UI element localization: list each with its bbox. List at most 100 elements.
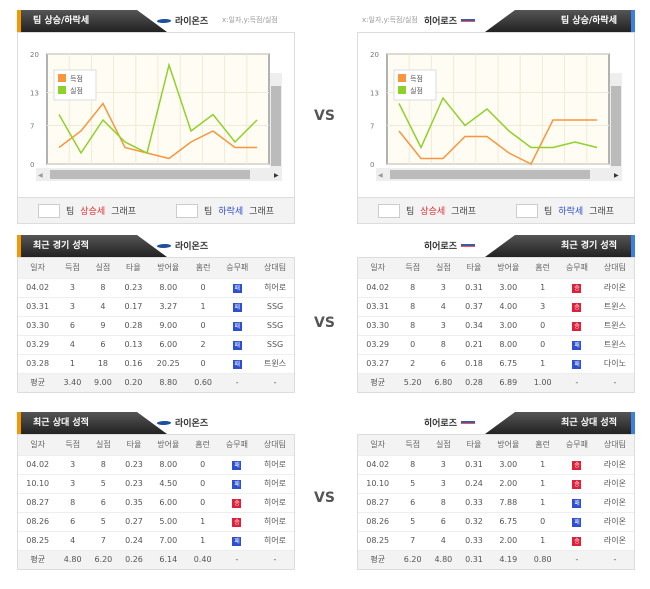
y-tick-label: 7 xyxy=(370,123,374,131)
cell: 8 xyxy=(57,492,89,512)
cell: 03.31 xyxy=(18,296,58,316)
column-header: 홈런 xyxy=(527,435,558,455)
cell: 0.13 xyxy=(118,334,149,354)
cell: 3 xyxy=(527,296,558,316)
cell: 6 xyxy=(87,334,119,354)
cell: - xyxy=(218,372,257,392)
cell: 히어로 xyxy=(255,473,294,493)
cell: 2 xyxy=(397,353,429,373)
result-badge: 패 xyxy=(232,340,242,350)
column-header: 실점 xyxy=(88,435,119,455)
legend-swatch xyxy=(398,86,406,94)
cell: 04.02 xyxy=(18,454,58,474)
column-header: 실점 xyxy=(428,435,459,455)
cell: 03.27 xyxy=(358,353,398,373)
cell: 3 xyxy=(57,277,88,297)
recent-section: 최근 경기 성적 히어로즈 일자 득점 실점 타율 방어율 홈런 승무패 상대팀 04.02 8 3 0… xyxy=(357,235,635,393)
scroll-thumb[interactable] xyxy=(271,86,281,166)
recent-table: 일자 득점 실점 타율 방어율 홈런 승무패 상대팀 04.02 8 3 0.31 3.00 1 승 라이온 0… xyxy=(358,258,634,392)
column-header: 일자 xyxy=(358,258,398,278)
table-row: 08.26 5 6 0.32 6.75 0 패 라이온 xyxy=(358,511,634,531)
cell: 다이노 xyxy=(595,353,634,373)
cell: 히어로 xyxy=(255,511,294,531)
label: 상승세 xyxy=(420,207,446,217)
trend-graph-icon xyxy=(516,203,539,218)
cell: 3 xyxy=(428,473,459,493)
h2h-table: 일자 득점 실점 타율 방어율 홈런 승무패 상대팀 04.02 3 8 0.23 8.00 0 패 히어로 1… xyxy=(18,435,294,569)
column-header: 실점 xyxy=(428,258,459,278)
cell: 6.75 xyxy=(489,353,528,373)
result-badge: 승 xyxy=(572,479,582,489)
cell: 3 xyxy=(428,454,459,474)
scroll-right-icon[interactable]: ▶ xyxy=(274,172,279,179)
cell: 0 xyxy=(527,334,558,354)
trend-tab[interactable]: 팀 상승/하락세 xyxy=(485,10,635,32)
cell: 0.33 xyxy=(458,492,490,512)
scroll-thumb[interactable] xyxy=(611,86,621,166)
cell: 0.26 xyxy=(118,549,150,569)
cell: 0.60 xyxy=(187,372,219,392)
cell: 6.89 xyxy=(489,372,528,392)
cell: 08.27 xyxy=(18,492,58,512)
cell: 평균 xyxy=(358,549,398,569)
cell: 0.35 xyxy=(118,492,150,512)
result-cell: 승 xyxy=(557,530,596,550)
cell: 6 xyxy=(57,511,89,531)
scroll-left-icon[interactable]: ◀ xyxy=(38,172,43,179)
scroll-right-icon[interactable]: ▶ xyxy=(614,172,619,179)
cell: 0 xyxy=(187,315,219,335)
result-badge: 패 xyxy=(232,479,242,489)
table-row: 03.27 2 6 0.18 6.75 1 패 다이노 xyxy=(358,353,634,373)
legend-label: 실점 xyxy=(70,86,83,95)
result-badge: 패 xyxy=(572,498,582,508)
result-cell: 승 xyxy=(557,277,596,297)
cell: 8 xyxy=(88,454,119,474)
series-line-allowed xyxy=(398,96,598,150)
cell: 4.00 xyxy=(489,296,528,316)
cell: 7 xyxy=(88,530,119,550)
h2h-section: 최근 상대 성적 히어로즈 일자 득점 실점 타율 방어율 홈런 승무패 상대팀 04.02 8 3 0… xyxy=(357,412,635,570)
recent-tab[interactable]: 최근 경기 성적 xyxy=(17,235,167,257)
h2h-tab[interactable]: 최근 상대 성적 xyxy=(485,412,635,434)
team-label: 라이온즈 xyxy=(175,17,209,27)
cell: 5.00 xyxy=(149,511,188,531)
result-badge: 패 xyxy=(232,359,242,369)
fall-graph-button[interactable]: 팀 하락세 그래프 xyxy=(516,203,614,218)
column-header: 타율 xyxy=(458,258,490,278)
cell: 08.25 xyxy=(358,530,398,550)
scroll-thumb[interactable] xyxy=(390,170,590,179)
scroll-left-icon[interactable]: ◀ xyxy=(378,172,383,179)
cell: 7 xyxy=(397,530,429,550)
cell: - xyxy=(255,549,294,569)
fall-graph-button[interactable]: 팀 하락세 그래프 xyxy=(176,203,274,218)
h2h-tab[interactable]: 최근 상대 성적 xyxy=(17,412,167,434)
trend-section: 팀 상승/하락세 라이온즈 x:일자,y:득점/실점 20 13 7 0 득점 실점 ◀ ▶ … xyxy=(17,10,295,224)
column-header: 타율 xyxy=(458,435,490,455)
y-tick-label: 13 xyxy=(30,90,39,98)
cell: 8 xyxy=(397,277,429,297)
cell: SSG xyxy=(256,334,294,354)
result-cell: 패 xyxy=(217,454,256,474)
recent-tab[interactable]: 최근 경기 성적 xyxy=(485,235,635,257)
rise-graph-button[interactable]: 팀 상승세 그래프 xyxy=(378,203,476,218)
result-badge: 패 xyxy=(232,321,242,331)
table-row: 10.10 3 5 0.23 4.50 0 패 히어로 xyxy=(18,473,294,493)
cell: 04.02 xyxy=(358,454,398,474)
cell: 4 xyxy=(428,530,459,550)
result-cell: 패 xyxy=(218,277,257,297)
trend-chart-panel: 20 13 7 0 득점 실점 ◀ ▶ 팀 상승세 그래프 팀 하락세 그래프 xyxy=(357,32,635,224)
cell: 라이온 xyxy=(595,473,634,493)
column-header: 타율 xyxy=(118,258,149,278)
cell: 히어로 xyxy=(255,492,294,512)
rise-graph-button[interactable]: 팀 상승세 그래프 xyxy=(38,203,136,218)
table-row: 08.25 4 7 0.24 7.00 1 패 히어로 xyxy=(18,530,294,550)
table-row: 03.29 4 6 0.13 6.00 2 패 SSG xyxy=(18,334,294,354)
column-header: 홈런 xyxy=(187,258,219,278)
table-row: 03.31 3 4 0.17 3.27 1 패 SSG xyxy=(18,296,294,316)
scroll-thumb[interactable] xyxy=(50,170,250,179)
column-header: 방어율 xyxy=(489,435,528,455)
cell: 08.26 xyxy=(18,511,58,531)
cell: - xyxy=(557,372,596,392)
cell: 1 xyxy=(57,353,88,373)
trend-tab[interactable]: 팀 상승/하락세 xyxy=(17,10,167,32)
